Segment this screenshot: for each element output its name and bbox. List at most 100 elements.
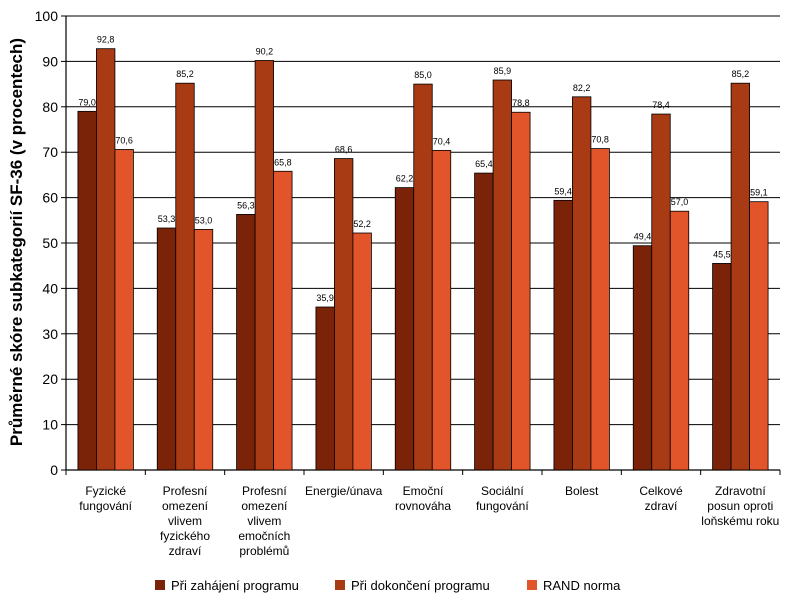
bar xyxy=(96,48,116,471)
data-label: 85,0 xyxy=(414,70,432,80)
y-tick-label: 40 xyxy=(42,280,58,296)
x-tick-label: problémů xyxy=(239,544,289,558)
bar xyxy=(156,227,177,471)
x-tick-label: posun oproti xyxy=(707,499,773,513)
bar xyxy=(474,172,494,471)
bar xyxy=(254,60,274,471)
data-label: 45,5 xyxy=(713,249,731,259)
bar xyxy=(352,232,372,471)
x-tick-label: vlivem xyxy=(168,514,202,528)
data-label: 59,1 xyxy=(750,188,768,198)
bar xyxy=(273,170,293,471)
bar xyxy=(632,245,653,471)
bar xyxy=(236,213,256,471)
data-label: 35,9 xyxy=(316,293,334,303)
x-tick-label: fungování xyxy=(79,499,132,513)
bars xyxy=(77,48,769,471)
bar xyxy=(193,228,214,471)
bar xyxy=(334,158,354,471)
legend-swatch xyxy=(527,580,537,590)
category-labels: FyzickéfungováníProfesníomezenívlivemfyz… xyxy=(79,484,779,558)
data-label: 53,0 xyxy=(195,215,213,225)
y-tick-label: 10 xyxy=(42,417,58,433)
data-label: 78,8 xyxy=(512,98,530,108)
y-tick-label: 60 xyxy=(42,190,58,206)
data-label: 49,4 xyxy=(634,232,652,242)
data-label: 79,0 xyxy=(78,97,96,107)
data-label: 52,2 xyxy=(353,219,371,229)
legend-swatch xyxy=(155,580,165,590)
bar xyxy=(114,149,134,471)
bar xyxy=(315,306,335,471)
data-label: 92,8 xyxy=(97,35,115,45)
data-label: 62,2 xyxy=(396,174,414,184)
data-label: 70,8 xyxy=(591,135,609,145)
y-tick-label: 50 xyxy=(42,235,58,251)
y-tick-label: 80 xyxy=(42,99,58,115)
legend-label: RAND norma xyxy=(543,578,621,593)
bar xyxy=(413,83,433,471)
value-labels: 79,0 92,8 70,6 53,3 85,2 53,0 56,3 90,2 65,8 35,9… xyxy=(78,35,767,303)
data-label: 85,2 xyxy=(732,69,750,79)
data-label: 53,3 xyxy=(158,214,176,224)
x-tick-label: Bolest xyxy=(565,484,599,498)
x-tick-label: fungování xyxy=(476,499,529,513)
legend-label: Při zahájení programu xyxy=(171,578,299,593)
x-tick-label: Celkové xyxy=(639,484,683,498)
y-tick-label: 0 xyxy=(50,462,58,478)
x-tick-label: omezení xyxy=(162,499,209,513)
bar xyxy=(77,110,97,471)
bar xyxy=(511,111,531,471)
data-label: 57,0 xyxy=(671,197,689,207)
x-tick-label: rovnováha xyxy=(395,499,451,513)
data-label: 85,9 xyxy=(494,66,512,76)
bar xyxy=(749,201,769,471)
x-tick-label: Profesní xyxy=(242,484,287,498)
x-tick-label: fyzického xyxy=(160,529,210,543)
x-tick-label: Energie/únava xyxy=(305,484,383,498)
x-tick-label: Fyzické xyxy=(85,484,126,498)
bar xyxy=(492,79,512,471)
y-tick-label: 90 xyxy=(42,53,58,69)
y-tick-label: 30 xyxy=(42,326,58,342)
data-label: 70,4 xyxy=(433,136,451,146)
data-label: 56,3 xyxy=(237,200,255,210)
x-tick-label: zdraví xyxy=(645,499,678,513)
bar xyxy=(553,199,573,471)
bar xyxy=(712,263,732,471)
data-label: 68,6 xyxy=(335,145,353,155)
y-axis-title: Průměrné skóre subkategorií SF-36 (v pro… xyxy=(7,38,26,446)
data-label: 65,8 xyxy=(274,157,292,167)
data-label: 65,4 xyxy=(475,159,493,169)
bar xyxy=(175,82,195,471)
legend: Při zahájení programu Při dokončení progr… xyxy=(155,578,621,593)
x-tick-label: Profesní xyxy=(163,484,208,498)
bar xyxy=(669,210,690,471)
x-tick-label: loňskému roku xyxy=(701,514,779,528)
bar xyxy=(394,187,415,471)
y-tick-label: 20 xyxy=(42,371,58,387)
data-label: 70,6 xyxy=(115,135,133,145)
bar xyxy=(651,113,671,471)
data-label: 85,2 xyxy=(176,69,194,79)
y-tick-label: 100 xyxy=(35,8,59,24)
x-tick-label: omezení xyxy=(241,499,288,513)
data-label: 59,4 xyxy=(554,186,572,196)
x-tick-label: Zdravotní xyxy=(715,484,766,498)
x-tick-label: vlivem xyxy=(247,514,281,528)
x-tick-label: Sociální xyxy=(481,484,524,498)
y-tick-label: 70 xyxy=(42,144,58,160)
bar xyxy=(590,148,610,471)
data-label: 78,4 xyxy=(652,100,670,110)
data-label: 82,2 xyxy=(573,83,591,93)
bar xyxy=(572,96,592,471)
bar xyxy=(730,82,750,471)
legend-swatch xyxy=(335,580,345,590)
legend-label: Při dokončení programu xyxy=(351,578,490,593)
x-tick-label: zdraví xyxy=(169,544,202,558)
data-label: 90,2 xyxy=(256,46,274,56)
x-tick-label: Emoční xyxy=(403,484,444,498)
bar xyxy=(431,149,452,471)
x-tick-label: emočních xyxy=(238,529,290,543)
